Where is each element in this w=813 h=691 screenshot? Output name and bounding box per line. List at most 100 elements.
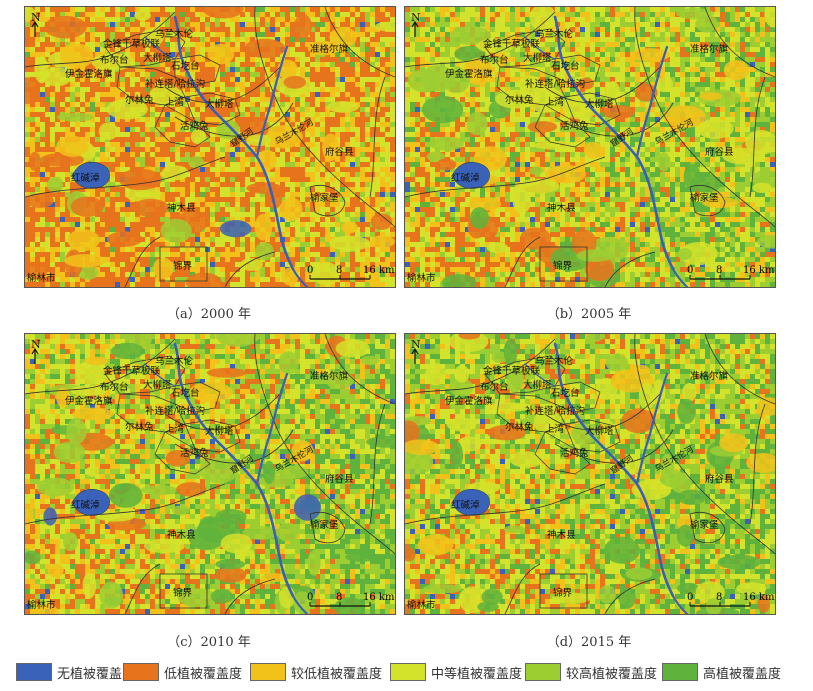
scale-label-0: 0 [307,592,313,603]
vegetation-raster [405,334,775,614]
label-shiyuantai: 石圪台 [551,387,580,399]
label-jinfeng: 金锋千草板联 [483,365,541,377]
label-daliuta-upper: 大柳塔 [523,52,552,64]
label-ermen: 尔林兔 [505,94,534,106]
label-fugu: 府谷县 [325,146,354,158]
label-hongjiannao: 红碱淖 [451,172,480,184]
label-buertai: 布尔台 [480,54,509,66]
label-shenmu: 神木县 [547,202,576,214]
lake-hongjiannao [72,489,110,516]
label-bulian-halagou: 补连塔/哈拉沟 [145,78,205,90]
label-shenmu: 神木县 [547,529,576,541]
label-shiyuantai: 石圪台 [171,387,200,399]
admin-boundaries [405,334,775,614]
label-jinjie: 锦界 [553,260,573,272]
label-yujiabao: 榆家堡 [310,192,339,204]
legend-item: 高植被覆盖度 [662,661,781,683]
legend-swatch [390,663,426,681]
label-yulin: 榆林市 [407,272,436,284]
north-arrow-icon [31,20,39,37]
label-shangwan: 上湾 [545,423,565,435]
label-yulin: 榆林市 [27,272,56,284]
label-yulin: 榆林市 [27,599,56,611]
panel-caption: （c）2010 年 [167,635,251,650]
map-frame: N 乌兰木伦 金锋千草板联 布尔台 大柳塔 石圪台 伊金霍洛旗 补连塔/哈拉沟 尔林兔 上湾 大柳塔… [404,6,776,288]
legend-swatch [525,663,561,681]
label-hongjiannao: 红碱淖 [71,172,100,184]
scale-bar: 0 8 16 km [687,265,775,280]
label-zhungeer: 准格尔旗 [690,370,729,382]
lake-hongjiannao [72,162,110,189]
label-yijinhuoluoqi: 伊金霍洛旗 [65,68,113,80]
rivers [524,342,688,614]
lake-hongjiannao [452,489,490,516]
rivers [144,15,308,287]
label-yujiabao: 榆家堡 [690,192,719,204]
label-shenmu: 神木县 [167,202,196,214]
rivers [144,342,308,614]
label-yijinhuoluoqi: 伊金霍洛旗 [65,395,113,407]
vegetation-raster [405,7,775,287]
legend-item: 中等植被覆盖度 [390,661,522,683]
panel-caption: （a）2000 年 [167,307,251,322]
label-zhungeer: 准格尔旗 [690,43,729,55]
label-bulian-halagou: 补连塔/哈拉沟 [525,78,585,90]
label-ermen: 尔林兔 [505,421,534,433]
label-fugu: 府谷县 [705,473,734,485]
scale-bar: 0 8 16 km [307,265,395,280]
north-arrow-icon [411,347,419,364]
label-shangwan: 上湾 [165,96,185,108]
label-jinfeng: 金锋千草板联 [483,38,541,50]
label-buertai: 布尔台 [480,381,509,393]
admin-boundaries [25,7,395,287]
label-huojitu: 活鸡兔 [560,120,589,132]
scale-label-8: 8 [336,592,342,603]
label-wulanmulun: 乌兰木伦 [535,28,574,40]
label-huojitu: 活鸡兔 [180,120,209,132]
legend-swatch [250,663,286,681]
legend-swatch [662,663,698,681]
label-ermen: 尔林兔 [125,94,154,106]
label-shenmu: 神木县 [167,529,196,541]
label-huojitu: 活鸡兔 [560,447,589,459]
legend-label: 中等植被覆盖度 [431,666,523,682]
label-hongjiannao: 红碱淖 [451,499,480,511]
legend-label: 较低植被覆盖度 [291,666,383,682]
label-zhungeer: 准格尔旗 [310,370,349,382]
legend-label: 低植被覆盖度 [164,666,243,682]
panel-caption: （b）2005 年 [546,307,632,322]
label-shiyuantai: 石圪台 [171,60,200,72]
label-fugu: 府谷县 [325,473,354,485]
scale-label-8: 8 [716,592,722,603]
label-hongjiannao: 红碱淖 [71,499,100,511]
label-daliuta-upper: 大柳塔 [143,379,172,391]
label-wulanmulun: 乌兰木伦 [535,355,574,367]
legend: 无植被覆盖 低植被覆盖度 较低植被覆盖度 中等植被覆盖度 较高植被覆盖度 高植被… [0,661,813,685]
label-shangwan: 上湾 [545,96,565,108]
scale-label-16: 16 km [363,592,395,603]
map-frame: N 乌兰木伦 金锋千草板联 布尔台 大柳塔 石圪台 伊金霍洛旗 补连塔/哈拉沟 尔林兔 上湾 大柳塔… [24,6,396,288]
label-shiyuantai: 石圪台 [551,60,580,72]
scale-label-16: 16 km [743,265,775,276]
scale-label-0: 0 [687,592,693,603]
scale-label-8: 8 [716,265,722,276]
label-jinfeng: 金锋千草板联 [103,38,161,50]
scale-label-8: 8 [336,265,342,276]
north-arrow-label: N [31,11,41,24]
scale-label-16: 16 km [743,592,775,603]
rivers [524,15,688,287]
legend-item: 较低植被覆盖度 [250,661,382,683]
label-yujiabao: 榆家堡 [690,519,719,531]
label-buertai: 布尔台 [100,54,129,66]
label-huojitu: 活鸡兔 [180,447,209,459]
vegetation-raster [25,334,395,614]
label-daliuta-upper: 大柳塔 [143,52,172,64]
label-yijinhuoluoqi: 伊金霍洛旗 [445,68,493,80]
north-arrow-label: N [411,11,421,24]
legend-label: 较高植被覆盖度 [566,666,658,682]
legend-item: 较高植被覆盖度 [525,661,657,683]
scale-bar: 0 8 16 km [307,592,395,607]
